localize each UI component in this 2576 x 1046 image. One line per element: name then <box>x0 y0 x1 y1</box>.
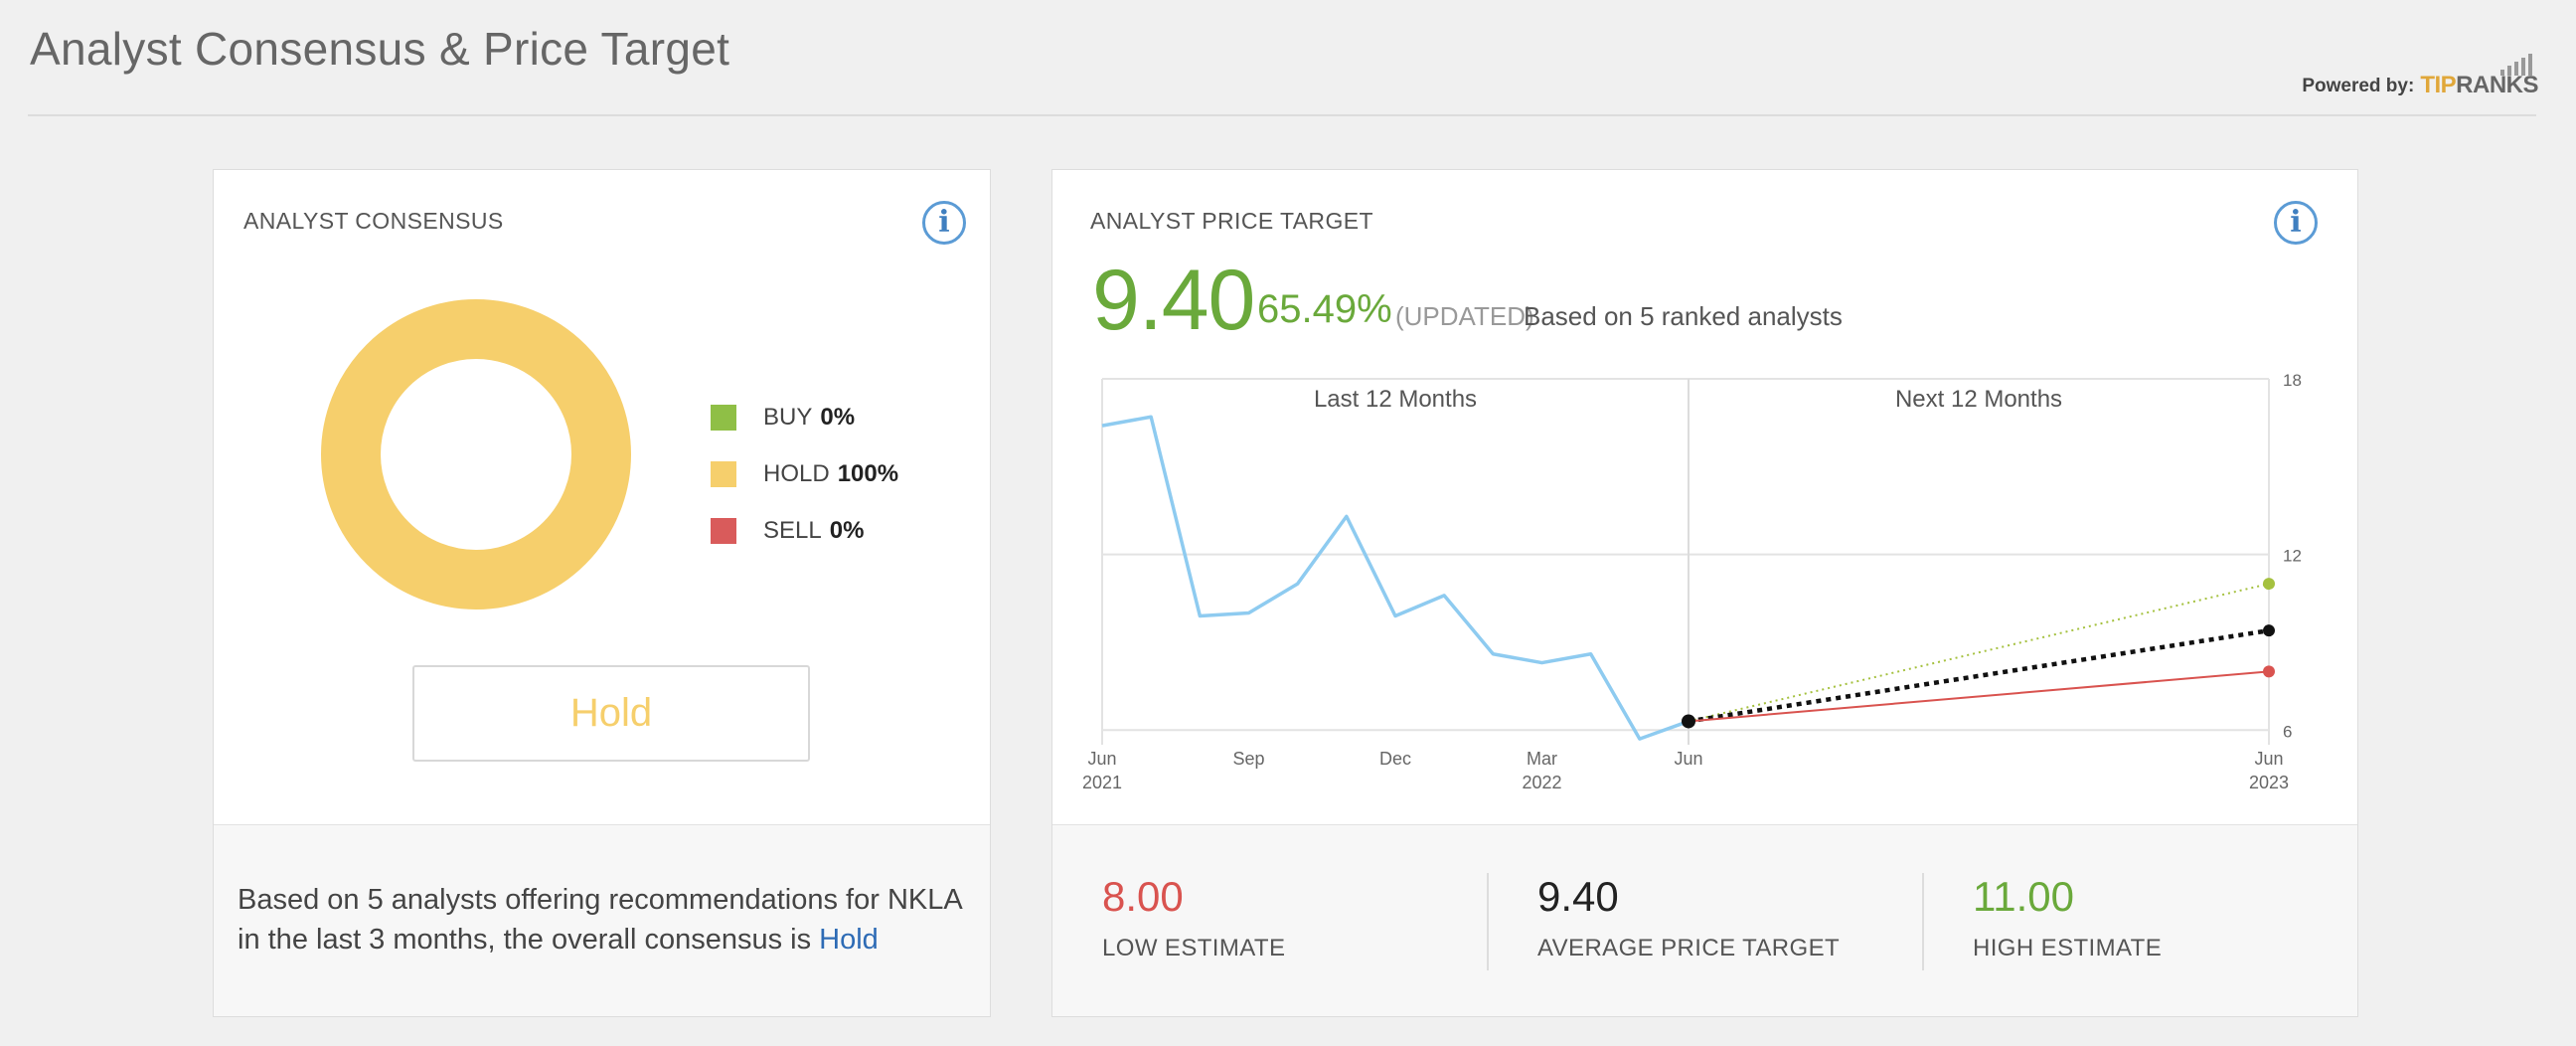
price-target-card-label: ANALYST PRICE TARGET <box>1090 208 1373 234</box>
legend-item-sell: SELL 0% <box>711 502 898 559</box>
legend-sell-value: 0% <box>829 516 865 544</box>
y-tick-label: 18 <box>2283 371 2302 390</box>
stat-divider <box>1487 873 1489 970</box>
legend-item-hold: HOLD 100% <box>711 445 898 502</box>
legend-hold-value: 100% <box>837 459 899 487</box>
x-tick-label: Dec <box>1379 749 1411 769</box>
price-target-chart: 6 12 18 Last 12 Months Next 12 Months Jun 2021… <box>1082 371 2302 792</box>
y-tick-label: 6 <box>2283 722 2292 741</box>
consensus-rating-box: Hold <box>412 665 810 762</box>
analyst-count-text: Based on 5 ranked analysts <box>1524 301 1843 331</box>
info-icon[interactable]: i <box>2274 201 2318 245</box>
upside-percent: 65.49% <box>1257 287 1392 331</box>
forecast-point-high <box>2263 578 2275 591</box>
legend-buy-value: 0% <box>820 403 856 431</box>
page-title: Analyst Consensus & Price Target <box>30 23 730 75</box>
sell-swatch <box>711 517 736 544</box>
x-tick-year-label: 2021 <box>1082 773 1122 792</box>
legend-buy-label: BUY <box>763 403 813 431</box>
x-tick-label: Jun <box>1087 749 1116 769</box>
average-target-label: AVERAGE PRICE TARGET <box>1537 935 1841 961</box>
consensus-donut-chart <box>321 299 631 610</box>
info-icon[interactable]: i <box>922 201 966 245</box>
legend-sell-label: SELL <box>763 516 822 544</box>
section-label-next-12-months: Next 12 Months <box>1895 386 2062 413</box>
legend-hold-label: HOLD <box>763 459 830 487</box>
logo-bars-icon <box>2500 54 2532 76</box>
hold-swatch <box>711 460 736 487</box>
consensus-summary: Based on 5 analysts offering recommendat… <box>238 880 973 959</box>
current-price-point <box>1682 714 1695 729</box>
logo-ranks-text: RANKS <box>2456 72 2538 98</box>
x-tick-label: Jun <box>2254 749 2283 769</box>
forecast-line-average <box>1688 627 2270 724</box>
consensus-footer: Based on 5 analysts offering recommendat… <box>214 824 990 1016</box>
legend-item-buy: BUY 0% <box>711 389 898 445</box>
price-history-line <box>1101 415 1690 741</box>
forecast-point-average <box>2263 624 2275 637</box>
consensus-legend: BUY 0% HOLD 100% SELL 0% <box>711 389 898 559</box>
low-estimate-label: LOW ESTIMATE <box>1102 935 1286 961</box>
forecast-line-high <box>1688 583 2270 723</box>
consensus-summary-text: Based on 5 analysts offering recommendat… <box>238 884 962 956</box>
section-label-last-12-months: Last 12 Months <box>1314 386 1477 413</box>
powered-by: Powered by: TIPRANKS <box>2302 54 2538 98</box>
low-estimate-value: 8.00 <box>1102 873 1184 920</box>
x-tick-label: Jun <box>1674 749 1702 769</box>
x-tick-label: Sep <box>1232 749 1264 769</box>
title-divider <box>28 114 2536 116</box>
x-tick-year-label: 2023 <box>2249 773 2289 792</box>
x-tick-label: Mar <box>1527 749 1557 769</box>
updated-tag: (UPDATED) <box>1395 301 1534 331</box>
forecast-line-low <box>1688 670 2270 723</box>
consensus-hold-link[interactable]: Hold <box>819 924 879 956</box>
forecast-point-low <box>2263 665 2275 678</box>
tipranks-logo[interactable]: TIPRANKS <box>2420 54 2538 98</box>
x-tick-year-label: 2022 <box>1522 773 1561 792</box>
average-target-value: 9.40 <box>1537 873 1619 920</box>
high-estimate-label: HIGH ESTIMATE <box>1973 935 2163 961</box>
price-target-footer: 8.00 LOW ESTIMATE 9.40 AVERAGE PRICE TAR… <box>1052 824 2357 1016</box>
analyst-consensus-card: ANALYST CONSENSUS i BUY 0% HOLD 100% SEL… <box>213 169 991 1017</box>
buy-swatch <box>711 404 736 431</box>
powered-by-label: Powered by: <box>2302 76 2415 96</box>
analyst-price-target-card: ANALYST PRICE TARGET i 9.40 65.49% (UPDA… <box>1051 169 2358 1017</box>
high-estimate-value: 11.00 <box>1973 873 2074 920</box>
consensus-card-label: ANALYST CONSENSUS <box>243 208 504 234</box>
average-price-target: 9.40 <box>1092 253 1255 348</box>
stat-divider <box>1922 873 1924 970</box>
logo-tip-text: TIP <box>2420 72 2457 98</box>
y-tick-label: 12 <box>2283 547 2302 566</box>
